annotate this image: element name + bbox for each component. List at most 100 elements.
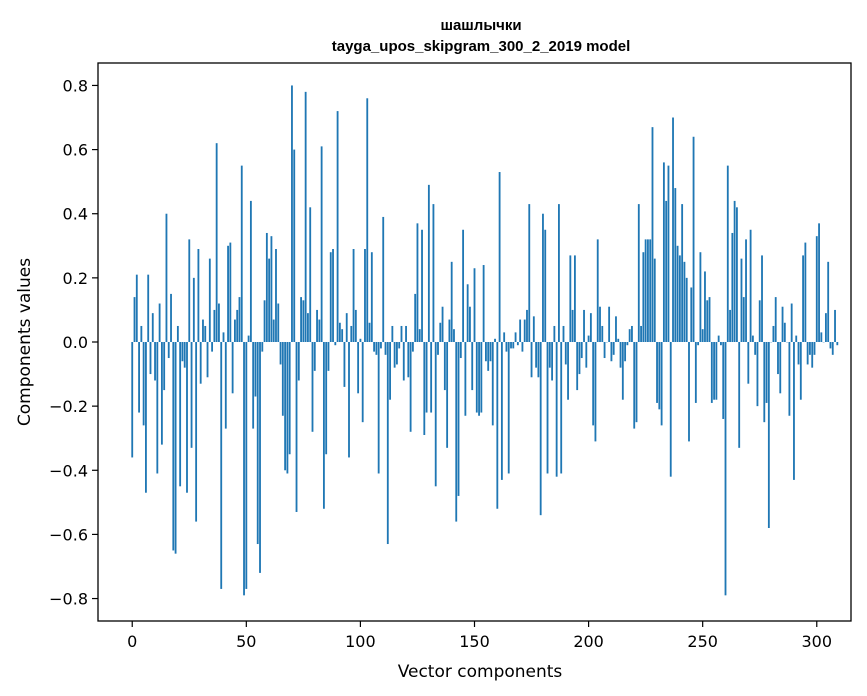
bar [446, 342, 449, 448]
bar [277, 303, 280, 342]
bar [288, 342, 291, 455]
bar [195, 342, 198, 522]
bar [482, 265, 485, 342]
bar [423, 342, 426, 435]
bar [610, 342, 613, 362]
bar [334, 342, 337, 346]
bar [617, 338, 620, 342]
bar [370, 252, 373, 342]
bar [624, 342, 627, 362]
bar [804, 242, 807, 342]
bar [279, 342, 282, 365]
bar [199, 342, 202, 384]
bar [405, 325, 407, 342]
bar [612, 342, 615, 355]
bar [701, 329, 704, 342]
bar [318, 319, 321, 342]
bar [341, 329, 344, 342]
bar [439, 322, 442, 342]
bar [325, 342, 328, 455]
bar [660, 342, 663, 426]
bar [731, 232, 734, 342]
bar [145, 342, 147, 493]
bar [247, 335, 250, 342]
bar [448, 319, 451, 342]
bar [834, 309, 836, 342]
bar [537, 342, 540, 378]
bar [293, 149, 296, 342]
bar [824, 313, 827, 342]
bar [756, 342, 759, 407]
bar [291, 85, 293, 342]
bar [704, 271, 706, 342]
bar [140, 325, 143, 342]
bar [332, 249, 334, 342]
bar [218, 303, 220, 342]
bar [396, 342, 398, 365]
bar [457, 342, 460, 496]
bar [131, 342, 134, 458]
bar [669, 342, 672, 477]
bar [603, 342, 606, 359]
bar [485, 342, 487, 362]
bar [263, 300, 266, 342]
y-tick-label: −0.2 [49, 397, 88, 416]
bar [275, 249, 277, 342]
bar [265, 232, 268, 342]
bar [831, 342, 834, 355]
bar [224, 342, 227, 429]
bar [213, 309, 216, 342]
bar [252, 342, 255, 429]
bar [316, 309, 318, 342]
bar [628, 329, 631, 342]
x-tick-label: 250 [687, 632, 718, 651]
bar [158, 303, 161, 342]
bar [135, 274, 138, 342]
bar [320, 146, 323, 342]
bar [427, 184, 430, 342]
bar [313, 342, 316, 371]
bar [261, 342, 264, 352]
bar [740, 258, 743, 342]
bar [473, 268, 476, 342]
bar [407, 342, 410, 378]
bar [281, 342, 284, 416]
bar [149, 342, 152, 375]
bar [564, 342, 567, 365]
bar [596, 239, 599, 342]
chart-subtitle: tayga_upos_skipgram_300_2_2019 model [332, 38, 631, 55]
bar [685, 277, 688, 342]
bar [512, 342, 515, 349]
bar [322, 342, 325, 509]
bar [384, 342, 387, 355]
bar [505, 342, 508, 352]
bar [783, 322, 786, 342]
bar [425, 342, 428, 413]
bar [206, 342, 209, 378]
bar [411, 342, 414, 352]
bar [304, 91, 307, 342]
y-tick-label: 0.6 [63, 141, 88, 160]
bar [658, 342, 661, 410]
bar [676, 245, 679, 342]
bar [548, 342, 551, 368]
bar [635, 342, 638, 423]
bar [393, 342, 396, 368]
bar [690, 287, 693, 342]
bar [699, 252, 702, 342]
bar [672, 117, 674, 343]
bar [774, 297, 777, 342]
bar [400, 325, 403, 342]
bar [647, 239, 649, 342]
bar [391, 325, 394, 342]
bar [585, 342, 588, 368]
bar [761, 255, 763, 342]
bar [211, 342, 214, 352]
bar [500, 342, 503, 480]
bar [567, 342, 569, 400]
bar [491, 342, 494, 426]
bar [558, 204, 560, 342]
bar [165, 213, 168, 342]
bar [815, 236, 818, 342]
bar [142, 342, 145, 426]
